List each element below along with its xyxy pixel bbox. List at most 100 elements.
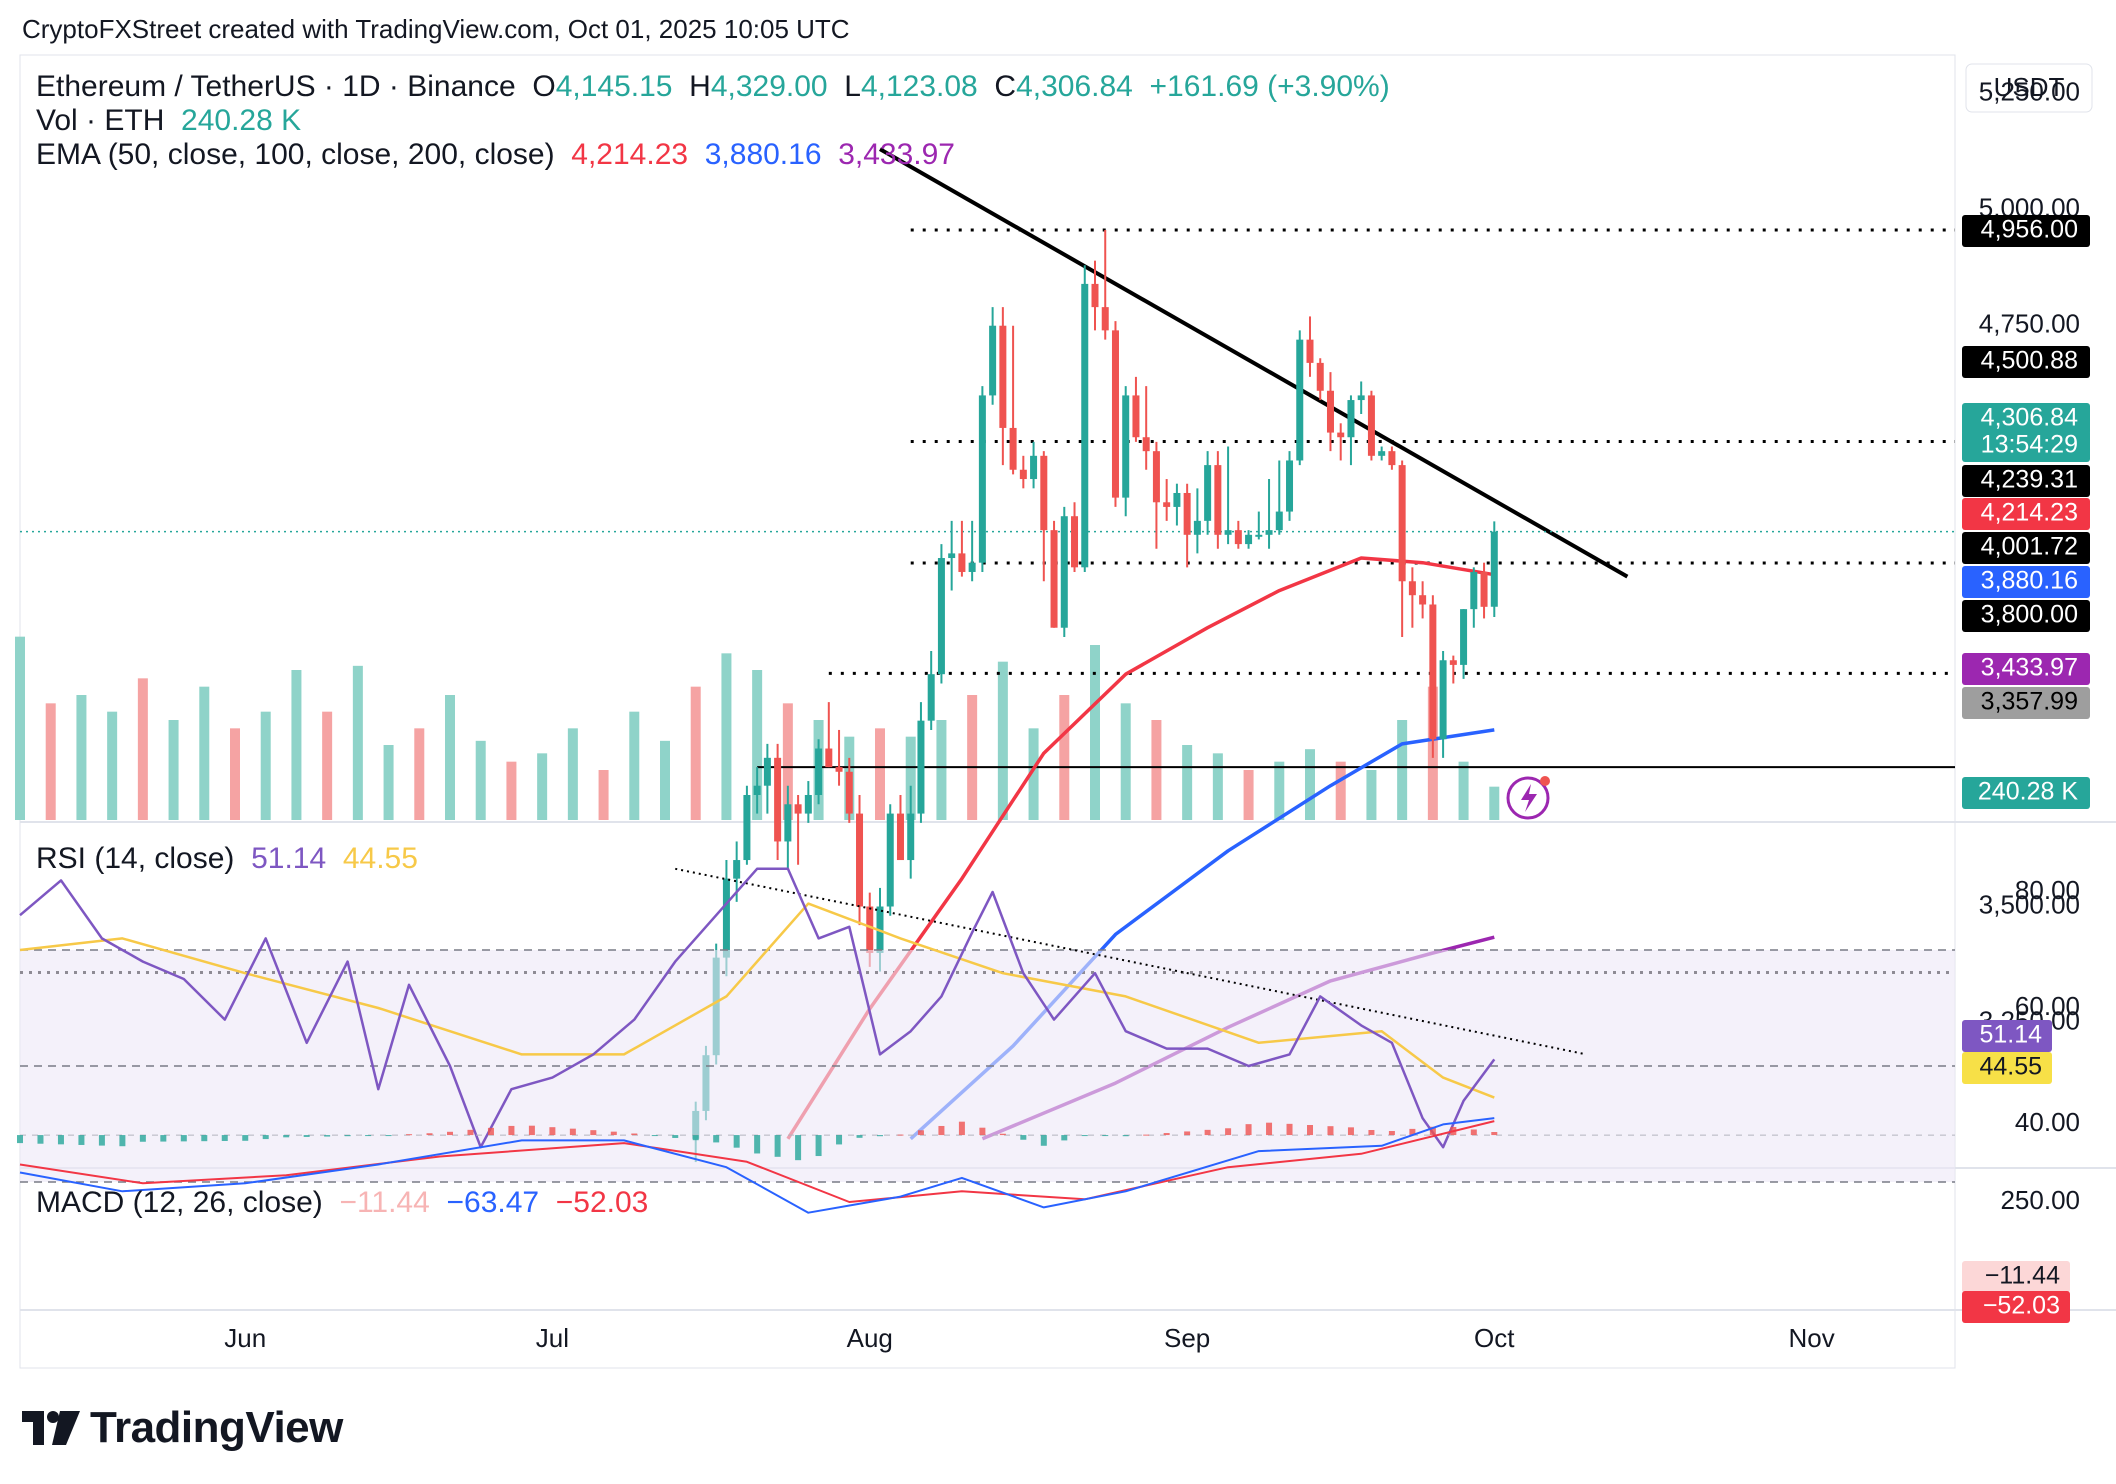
price-badge-label: 4,306.84	[1981, 404, 2078, 432]
price-badge-label: 3,433.97	[1981, 654, 2078, 682]
macd-hist-bar	[1347, 1127, 1354, 1136]
macd-hist-bar	[569, 1128, 576, 1136]
candle-body	[1071, 516, 1079, 568]
macd-hist-bar	[426, 1133, 433, 1136]
high-value: 4,329.00	[710, 70, 828, 103]
price-badge	[1962, 498, 2090, 530]
rsi-badge-label: 44.55	[1979, 1053, 2042, 1081]
volume-bar	[690, 686, 701, 820]
macd-hist-bar	[1266, 1122, 1273, 1136]
macd-hist-bar	[856, 1135, 863, 1138]
rsi-line	[19, 867, 1496, 1149]
candle-body	[1009, 427, 1017, 470]
macd-hist-bar	[1491, 1132, 1498, 1136]
attribution-text: CryptoFXStreet created with TradingView.…	[22, 14, 850, 44]
ema-legend[interactable]: EMA (50, close, 100, close, 200, close) …	[36, 138, 955, 172]
macd-signal-line	[19, 1120, 1495, 1203]
macd-hist-bar	[610, 1131, 617, 1136]
candle-body	[1204, 465, 1212, 521]
volume-legend[interactable]: Vol · ETH 240.28 K	[36, 104, 301, 138]
candle-body	[1132, 395, 1140, 438]
price-badge	[1962, 346, 2090, 378]
volume-bar	[1274, 761, 1285, 820]
volume-bar	[1120, 703, 1131, 820]
volume-bar	[168, 720, 179, 820]
macd-hist-bar	[733, 1135, 740, 1148]
volume-bar	[782, 703, 793, 820]
candle-body	[927, 674, 935, 721]
volume-bar	[76, 695, 87, 820]
low-value: 4,123.08	[860, 70, 978, 103]
macd-hist-bar	[1225, 1128, 1232, 1136]
candle-body	[1408, 581, 1416, 596]
candle-body	[1265, 530, 1273, 535]
candle-body	[1060, 516, 1068, 628]
macd-hist-bar	[406, 1134, 413, 1136]
symbol-name: Ethereum / TetherUS · 1D · Binance	[36, 70, 516, 103]
macd-hist-bar	[1102, 1135, 1109, 1137]
volume-bar	[1212, 753, 1223, 820]
candle-body	[1306, 339, 1314, 363]
volume-bar	[475, 740, 486, 820]
price-badge	[1962, 465, 2090, 497]
candle-body	[1245, 534, 1253, 545]
x-tick-label: Nov	[1789, 1323, 1835, 1353]
open-value: 4,145.15	[555, 70, 673, 103]
volume-bar	[322, 711, 333, 820]
candle-body	[1040, 455, 1048, 531]
macd-hist-bar	[1470, 1129, 1477, 1136]
candle-body	[1081, 283, 1089, 568]
volume-bar	[537, 753, 548, 820]
volume-bar	[15, 636, 25, 820]
candle-body	[1326, 390, 1334, 433]
rsi-tick-label: 80.00	[2015, 875, 2080, 905]
candle-body	[1337, 432, 1345, 438]
price-badge	[1962, 687, 2090, 719]
candle-body	[804, 794, 812, 814]
macd-hist-bar	[201, 1135, 208, 1142]
macd-legend[interactable]: MACD (12, 26, close) −11.44 −63.47 −52.0…	[36, 1186, 648, 1220]
ema100-value: 3,880.16	[704, 138, 822, 171]
macd-hist-bar	[508, 1125, 515, 1136]
price-tick-label: 4,750.00	[1979, 309, 2080, 339]
price-badge-label: 13:54:29	[1981, 431, 2078, 459]
macd-hist-bar	[713, 1135, 720, 1143]
candle-body	[1429, 604, 1437, 740]
rsi-legend[interactable]: RSI (14, close) 51.14 44.55	[36, 842, 418, 876]
candle-body	[1316, 362, 1324, 391]
price-badge-label: 240.28 K	[1978, 778, 2078, 806]
close-label: C	[994, 70, 1017, 103]
candle-body	[1398, 465, 1406, 582]
macd-hist-bar	[815, 1135, 822, 1157]
macd-hist-bar	[139, 1135, 146, 1142]
volume-bar	[875, 728, 885, 820]
currency-label: USDT	[1994, 72, 2065, 102]
volume-bar	[660, 740, 670, 820]
volume-bar	[752, 670, 763, 820]
volume-bar	[291, 670, 302, 820]
candle-body	[1214, 465, 1222, 535]
volume-bar	[137, 678, 148, 820]
candle-body	[1030, 455, 1038, 480]
candle-body	[1460, 609, 1468, 665]
x-tick-label: Aug	[847, 1323, 893, 1353]
resistance-trendline	[879, 147, 1629, 579]
candle-body	[1419, 595, 1427, 605]
candle-body	[978, 395, 986, 563]
macd-hist-bar	[180, 1135, 187, 1142]
volume-bar	[1090, 645, 1100, 820]
volume-bar	[352, 665, 363, 820]
candle-body	[794, 804, 802, 814]
candle-body	[1347, 400, 1355, 438]
candle-body	[1163, 502, 1171, 507]
symbol-legend[interactable]: Ethereum / TetherUS · 1D · Binance O4,14…	[36, 70, 1390, 104]
macd-badge-label: −11.44	[1985, 1262, 2060, 1290]
high-label: H	[689, 70, 711, 103]
macd-hist-bar	[1061, 1135, 1068, 1141]
tradingview-logo[interactable]: TradingView	[22, 1400, 343, 1456]
macd-hist-bar	[1122, 1135, 1129, 1137]
candle-body	[1367, 395, 1375, 456]
price-tick-label: 3,500.00	[1979, 889, 2080, 919]
macd-hist-bar	[631, 1133, 638, 1136]
macd-hist-bar	[1429, 1126, 1436, 1136]
